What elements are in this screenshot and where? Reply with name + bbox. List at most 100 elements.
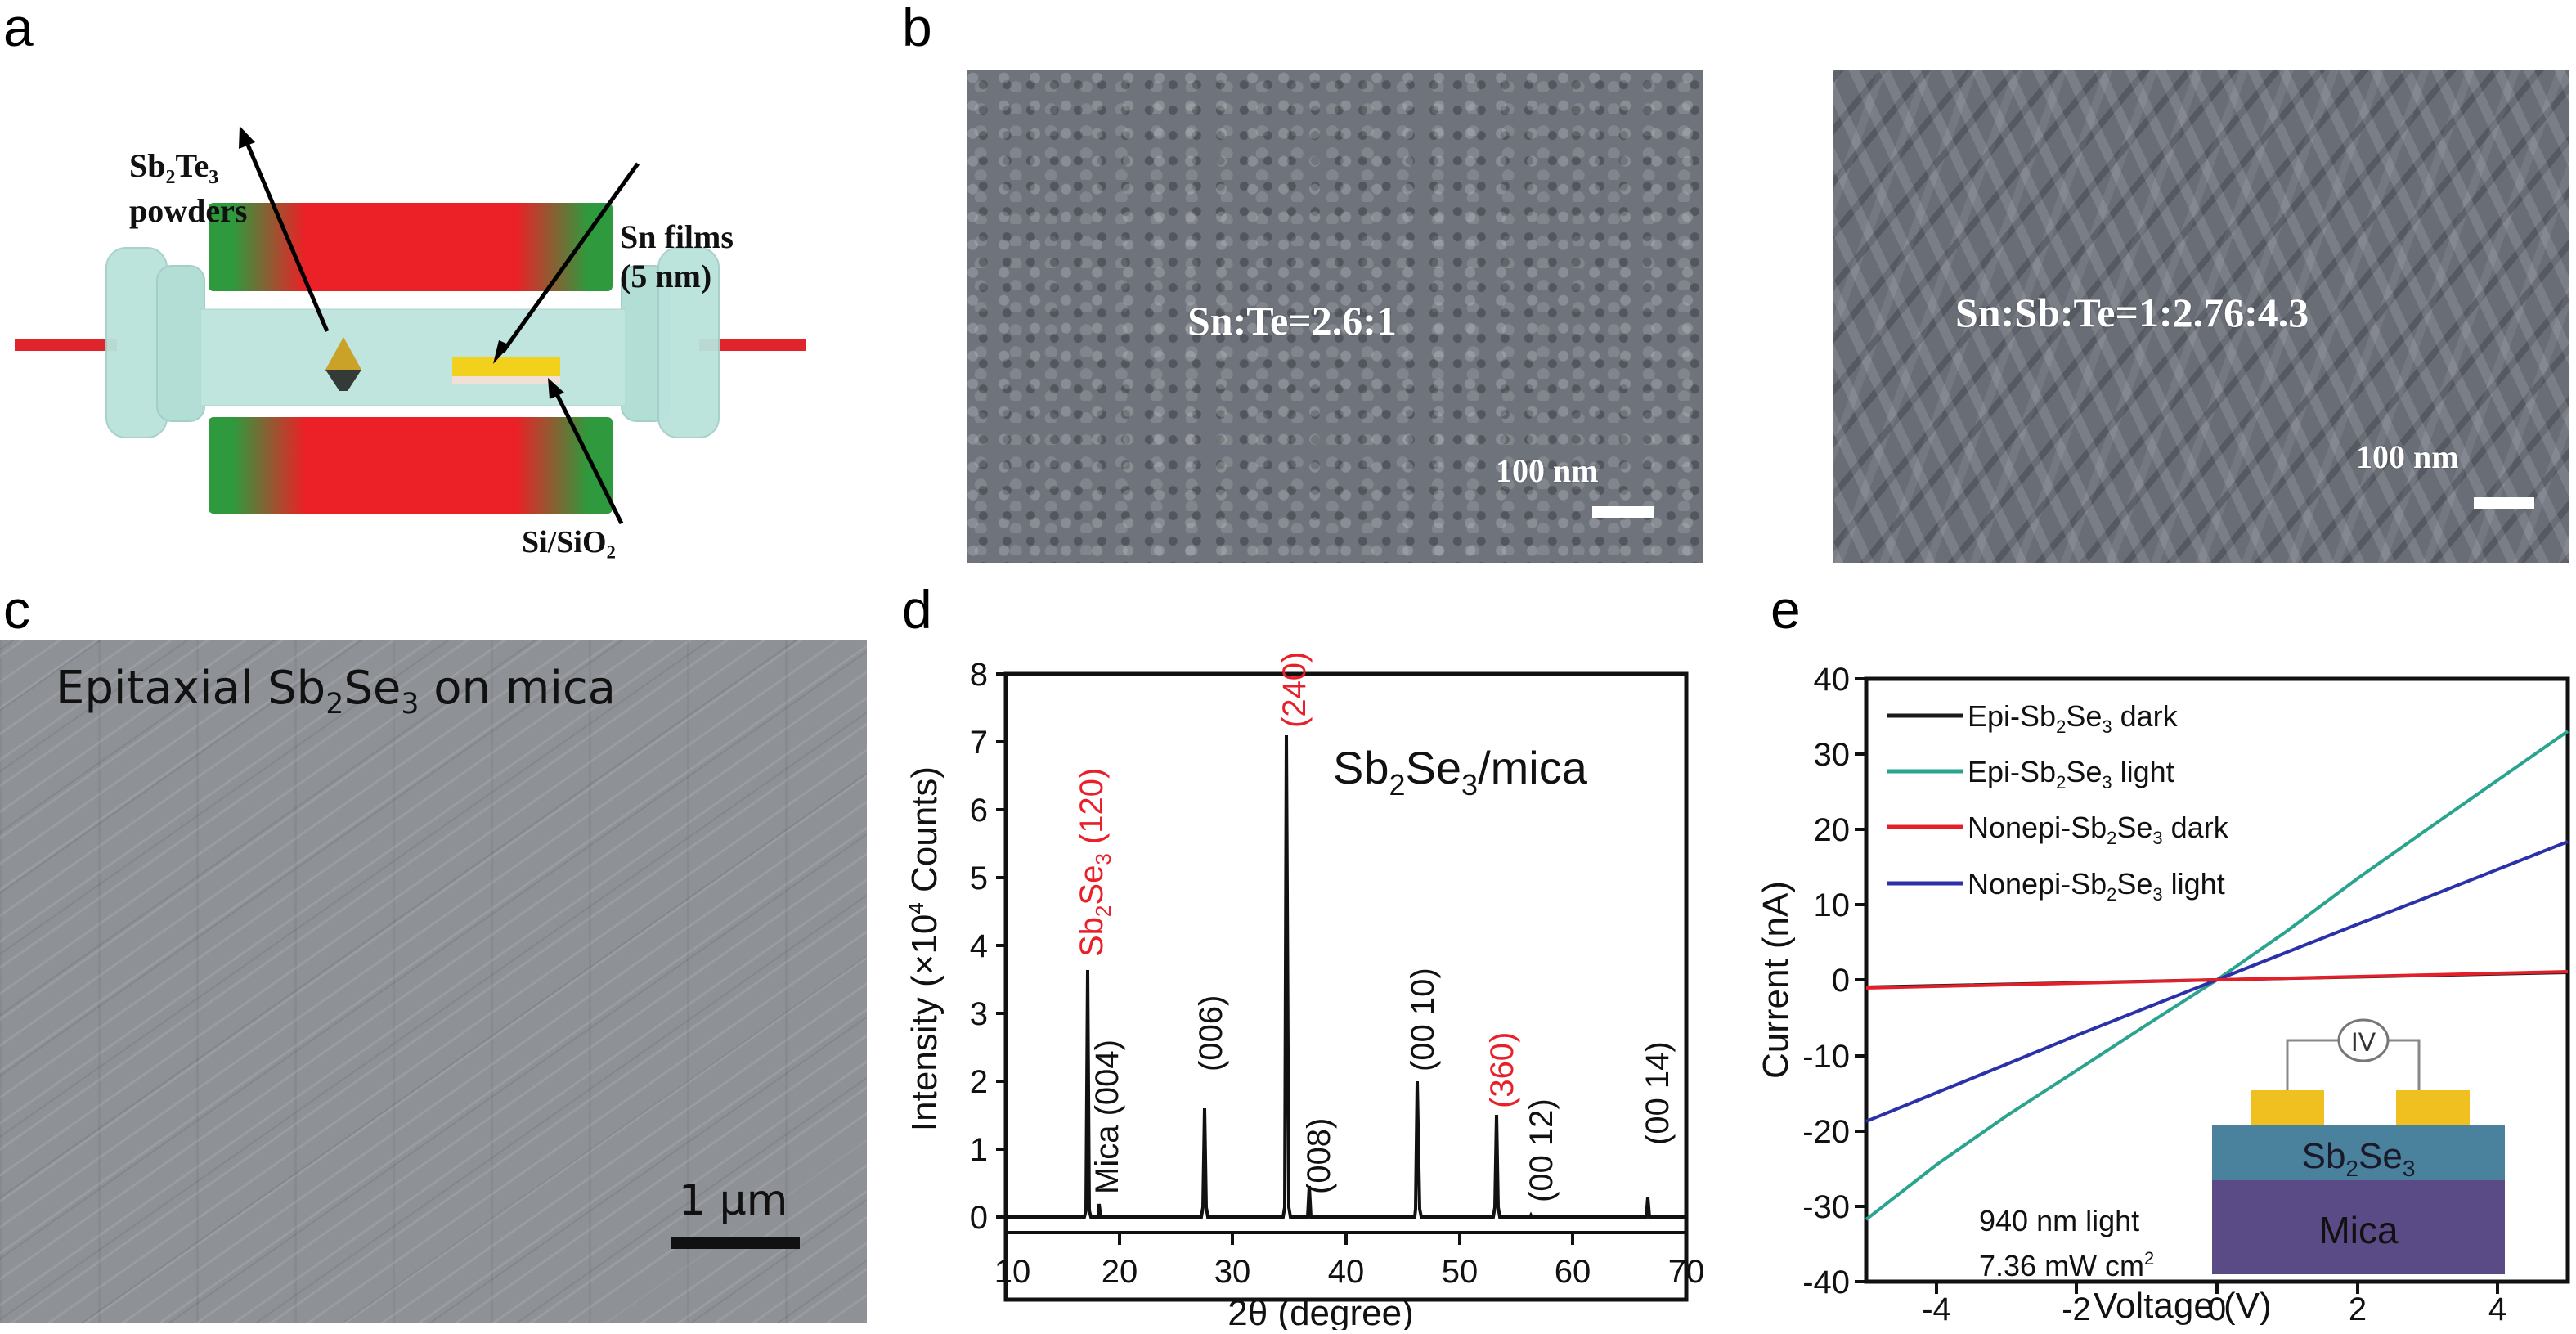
illumination-wavelength: 940 nm light xyxy=(1979,1204,2139,1237)
scale-bar xyxy=(2474,497,2534,509)
scale-bar xyxy=(1592,506,1654,518)
svg-text:20: 20 xyxy=(1102,1254,1138,1290)
composition-label-sn-te: Sn:Te=2.6:1 xyxy=(1187,298,1397,344)
svg-text:50: 50 xyxy=(1442,1254,1479,1290)
svg-text:4: 4 xyxy=(970,928,988,964)
layer-mica xyxy=(2212,1180,2505,1274)
x-axis-ticks xyxy=(1004,1233,1688,1245)
svg-text:-10: -10 xyxy=(1802,1039,1850,1075)
legend-epi-dark: Epi-Sb2Se3 dark xyxy=(1968,699,2179,737)
y-tick-labels: 0 1 2 3 4 5 6 7 8 xyxy=(970,657,988,1236)
peak-label-0010: (00 10) xyxy=(1405,968,1441,1071)
svg-text:6: 6 xyxy=(970,793,988,829)
scale-label: 100 nm xyxy=(2356,438,2459,475)
peak-label-006: (006) xyxy=(1193,995,1229,1071)
svg-text:-20: -20 xyxy=(1802,1114,1850,1150)
composition-label-sn-sb-te: Sn:Sb:Te=1:2.76:4.3 xyxy=(1955,290,2309,335)
label-5nm: (5 nm) xyxy=(620,258,712,294)
peak-label-360: (360) xyxy=(1484,1032,1520,1108)
svg-text:7: 7 xyxy=(970,725,988,761)
curve-nonepi-dark xyxy=(1865,970,2569,990)
xrd-plot: 0 1 2 3 4 5 6 7 8 10 20 30 40 50 60 70 2θ (degree)… xyxy=(904,652,1705,1333)
svg-text:60: 60 xyxy=(1555,1254,1591,1290)
layer-sb2se3-label: Sb2Se3 xyxy=(2302,1136,2416,1181)
peak-label-mica-004: Mica (004) xyxy=(1089,1040,1125,1194)
illumination-power: 7.36 mW cm2 xyxy=(1979,1248,2154,1282)
cvd-furnace-diagram xyxy=(15,126,806,525)
svg-text:0: 0 xyxy=(970,1200,988,1236)
x-axis-ticks xyxy=(1935,1282,2499,1294)
y-axis-label: Intensity (×104 Counts) xyxy=(904,766,945,1131)
panel-label-b: b xyxy=(902,0,932,57)
electrode-left xyxy=(2251,1090,2324,1125)
svg-text:2: 2 xyxy=(970,1064,988,1100)
svg-text:30: 30 xyxy=(1814,737,1851,773)
legend-nonepi-dark: Nonepi-Sb2Se3 dark xyxy=(1968,811,2229,848)
peak-labels-2: (240) Mica (004) (006) (008) (00 10) (36… xyxy=(1089,652,1676,1202)
peak-labels: Sb2Se3 (120) xyxy=(1074,768,1115,957)
svg-text:1: 1 xyxy=(970,1132,988,1168)
device-inset: IV Sb2Se3 Mica xyxy=(2212,1018,2505,1274)
svg-text:0: 0 xyxy=(1832,963,1850,999)
svg-text:4: 4 xyxy=(2488,1291,2506,1327)
electrode-right xyxy=(2396,1090,2470,1125)
label-si-sio2: Si/SiO₂ xyxy=(522,525,616,559)
iv-meter-icon xyxy=(2337,1018,2390,1062)
svg-text:-2: -2 xyxy=(2062,1291,2091,1327)
panel-label-e: e xyxy=(1770,579,1801,640)
panel-label-c: c xyxy=(3,579,30,640)
rod-right xyxy=(699,339,806,351)
panel-a-furnace-schematic: Sb₂Te₃ powders Sn films (5 nm) Si/SiO₂ xyxy=(0,49,900,573)
label-sn-films: Sn films xyxy=(620,218,734,255)
rod-left xyxy=(15,339,117,351)
furnace-lower xyxy=(209,417,613,514)
svg-text:2: 2 xyxy=(2349,1291,2367,1327)
legend: Epi-Sb2Se3 dark Epi-Sb2Se3 light Nonepi-… xyxy=(1887,699,2229,905)
sem-image-sn-te: Sn:Te=2.6:1 100 nm xyxy=(967,70,1703,563)
peak-label-0014: (00 14) xyxy=(1640,1041,1676,1145)
y-tick-labels: 40 30 20 10 0 -10 -20 -30 -40 xyxy=(1802,662,1850,1300)
peak-label-240: (240) xyxy=(1277,652,1313,728)
iv-plot: 40 30 20 10 0 -10 -20 -30 -40 -4 -2 0 2 4 Voltag… xyxy=(1756,662,2570,1327)
svg-text:3: 3 xyxy=(970,996,988,1032)
svg-text:70: 70 xyxy=(1668,1254,1705,1290)
xrd-chart: 0 1 2 3 4 5 6 7 8 10 20 30 40 50 60 70 2θ (degree)… xyxy=(867,622,1717,1333)
sn-film xyxy=(452,357,560,376)
plot-frame xyxy=(1003,671,1689,1302)
scale-bar xyxy=(671,1237,800,1249)
x-axis-label: Voltage (V) xyxy=(2094,1286,2272,1326)
sem-image-epitaxial: Epitaxial Sb2Se3 on mica 1 μm xyxy=(0,640,867,1323)
peak-label-0012: (00 12) xyxy=(1524,1098,1560,1202)
x-tick-labels: 10 20 30 40 50 60 70 xyxy=(994,1254,1705,1290)
iv-chart: 40 30 20 10 0 -10 -20 -30 -40 -4 -2 0 2 4 Voltag… xyxy=(1717,622,2576,1330)
svg-text:-40: -40 xyxy=(1802,1264,1850,1300)
svg-text:40: 40 xyxy=(1328,1254,1365,1290)
chart-title: Sb2Se3/mica xyxy=(1333,742,1588,802)
svg-text:-4: -4 xyxy=(1922,1291,1951,1327)
powder-pile xyxy=(325,337,361,370)
svg-text:30: 30 xyxy=(1214,1254,1251,1290)
substrate xyxy=(452,375,560,384)
peak-label-008: (008) xyxy=(1301,1118,1337,1194)
y-axis-label: Current (nA) xyxy=(1756,881,1796,1079)
furnace-upper xyxy=(209,203,613,291)
powder-boat xyxy=(325,370,361,391)
legend-nonepi-light: Nonepi-Sb2Se3 light xyxy=(1968,867,2225,905)
svg-text:20: 20 xyxy=(1814,812,1851,848)
layer-sb2se3 xyxy=(2212,1125,2505,1180)
panel-label-d: d xyxy=(902,579,932,640)
peak-label-120: Sb2Se3 (120) xyxy=(1074,768,1115,957)
xrd-trace xyxy=(1006,734,1686,1219)
sem-caption: Epitaxial Sb2Se3 on mica xyxy=(56,662,616,721)
svg-text:40: 40 xyxy=(1814,662,1851,698)
sem-image-sn-sb-te: Sn:Sb:Te=1:2.76:4.3 100 nm xyxy=(1833,70,2569,563)
svg-text:10: 10 xyxy=(994,1254,1031,1290)
y-axis-ticks xyxy=(996,672,1006,1219)
legend-epi-light: Epi-Sb2Se3 light xyxy=(1968,755,2174,793)
label-sb2te3: Sb₂Te₃ xyxy=(129,147,219,184)
panel-label-a: a xyxy=(3,0,34,57)
svg-text:-30: -30 xyxy=(1802,1189,1850,1225)
svg-text:10: 10 xyxy=(1814,887,1851,923)
layer-mica-label: Mica xyxy=(2318,1209,2399,1251)
label-powders: powders xyxy=(129,192,248,229)
